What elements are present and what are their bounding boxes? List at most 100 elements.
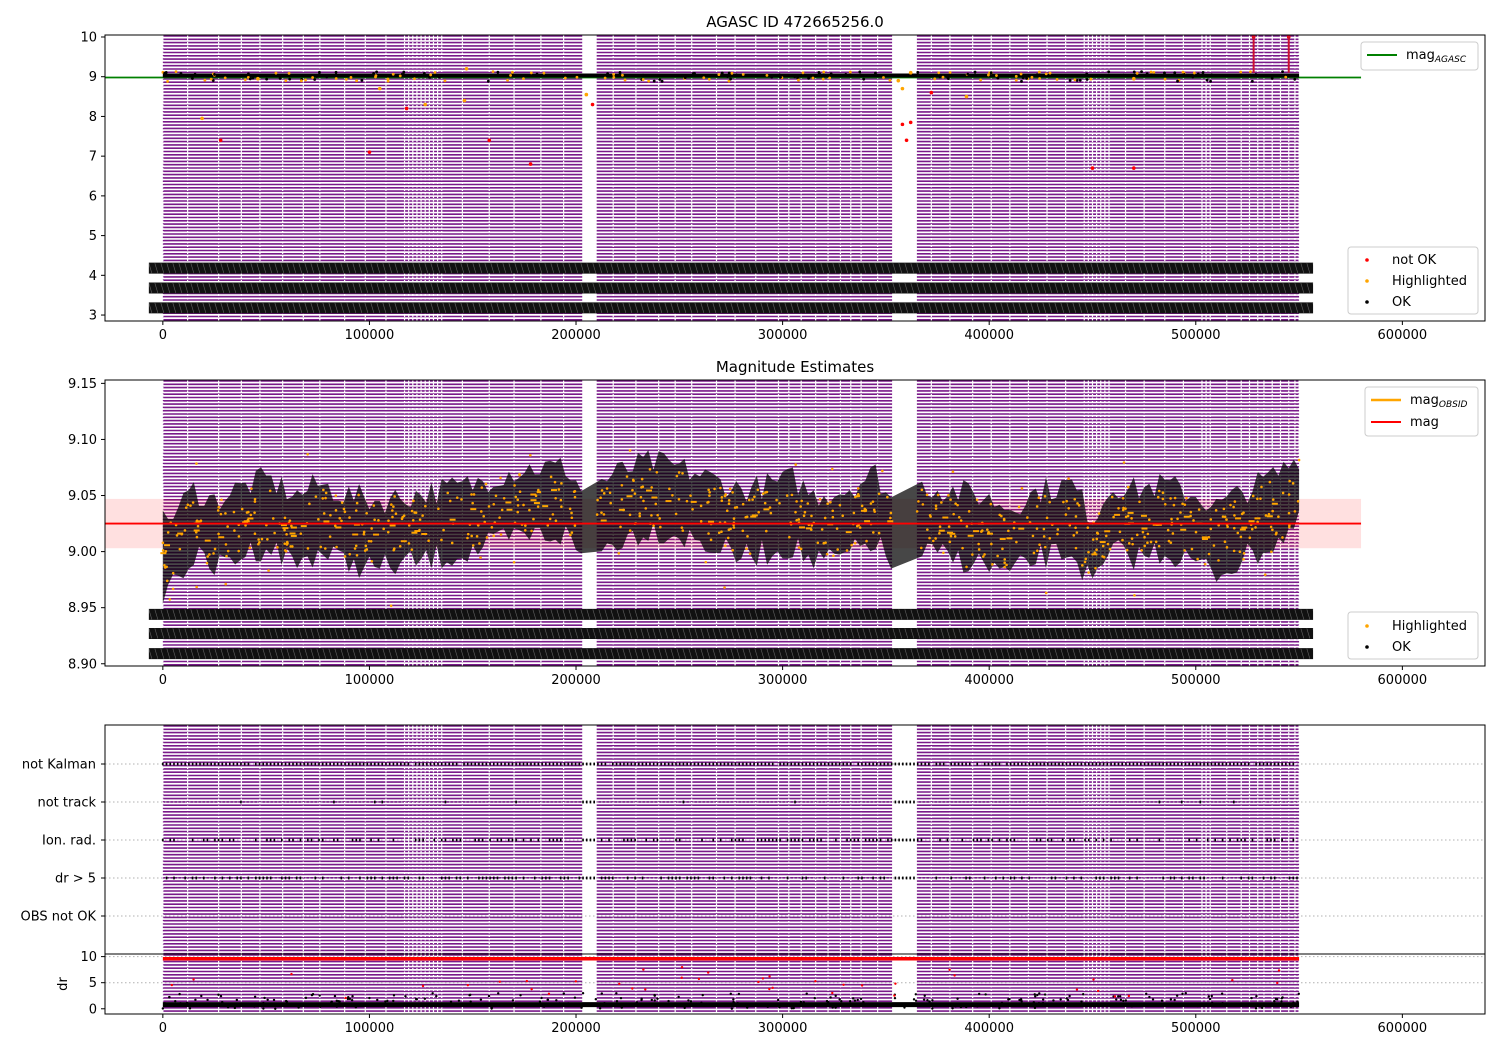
obsid-label-glyph (784, 609, 789, 620)
dr-ok-point (1221, 1001, 1224, 1005)
obsid-label-glyph (1006, 263, 1011, 274)
panel-agasc-legend-status[interactable]: not OK Highlighted OK (1347, 246, 1479, 315)
not-ok-point (218, 138, 223, 143)
obsid-label-glyph (862, 628, 867, 639)
flag-point (444, 800, 447, 804)
obsid-label-glyph (730, 628, 735, 639)
flag-point (1281, 762, 1283, 766)
obsid-label-glyph (886, 282, 891, 294)
panel-agasc-title: AGASC ID 472665256.0 (706, 13, 884, 31)
highlighted-point (856, 524, 859, 528)
highlighted-point (639, 495, 643, 499)
highlighted-point (389, 604, 393, 608)
flag-point (1095, 762, 1098, 766)
flag-point (1158, 762, 1161, 766)
obsid-label-glyph (166, 628, 171, 639)
dr-ok-point (1041, 1001, 1045, 1005)
dr-ok-point (1296, 1000, 1299, 1003)
panel-mag-legend-status[interactable]: Highlighted OK (1347, 611, 1479, 660)
flag-point (902, 838, 904, 842)
obsid-label-glyph (988, 609, 993, 620)
highlighted-point (306, 452, 309, 456)
flag-point (660, 762, 662, 766)
obsid-label-glyph (616, 648, 621, 659)
legend-swatch-ok (1365, 645, 1369, 649)
flag-point (522, 876, 525, 880)
obsid-label-glyph (208, 282, 213, 294)
dr-ok-point (580, 1006, 583, 1009)
obsid-label-glyph (700, 609, 705, 620)
dr-ok-point (838, 998, 841, 1001)
ok-point (973, 70, 977, 74)
highlighted-point (975, 498, 979, 502)
highlighted-point (631, 488, 634, 492)
flag-point (623, 762, 625, 766)
obsid-label-glyph (676, 302, 681, 313)
obsid-label-glyph (1012, 628, 1017, 639)
obsid-label-glyph (568, 648, 573, 659)
flag-point (295, 762, 298, 766)
highlighted-point (769, 511, 773, 515)
obsid-label-glyph (970, 282, 975, 294)
highlighted-point (168, 598, 172, 601)
obsid-label-glyph (1000, 282, 1005, 294)
flag-point (169, 838, 172, 842)
flag-point (463, 762, 465, 766)
highlighted-point (386, 530, 390, 534)
dr-ok-point (440, 1005, 443, 1008)
highlighted-point (638, 514, 642, 518)
panel-dr-axes: 0 100000 200000 300000 400000 500000 600000051… (80, 950, 1427, 1036)
dr-ok-point (805, 992, 808, 995)
obsid-label-glyph (742, 302, 747, 313)
flag-point (1050, 838, 1053, 842)
highlighted-point (401, 515, 404, 519)
flag-point (440, 762, 443, 766)
flag-point (1009, 876, 1012, 880)
flag-point (615, 762, 618, 766)
flag-point (961, 762, 964, 766)
obsid-label-glyph (220, 648, 225, 659)
flag-point (1244, 838, 1246, 842)
highlighted-point (249, 513, 253, 517)
dr-ok-point (226, 1006, 230, 1009)
dr-ok-point (1000, 1001, 1004, 1005)
highlighted-point (560, 505, 563, 509)
obsid-label-glyph (412, 302, 417, 313)
dr-ok-point (853, 999, 857, 1002)
dr-ok-point (1034, 995, 1037, 998)
ok-point (1122, 73, 1126, 77)
y-tick-label: 9 (89, 70, 97, 85)
highlighted-point (253, 497, 257, 501)
highlighted-point (479, 556, 482, 559)
highlighted-point (1242, 511, 1245, 514)
dr-ok-point (1052, 999, 1055, 1002)
obsid-label-glyph (526, 282, 531, 294)
obsid-label-glyph (718, 648, 723, 659)
panel-dr-plot-area (105, 954, 1485, 1014)
flag-point (1102, 876, 1105, 880)
highlighted-point (1189, 510, 1193, 514)
ok-point (618, 71, 622, 74)
panel-agasc-legend-mag-agasc[interactable]: magAGASC (1360, 41, 1479, 71)
obsid-label-glyph (1108, 609, 1113, 620)
highlighted-point (528, 508, 531, 512)
panel-mag-legend-lines[interactable]: magOBSID mag (1364, 386, 1479, 437)
obsid-label-glyph (1306, 302, 1311, 313)
flag-point (1043, 762, 1045, 766)
flag-point (1270, 876, 1272, 880)
obsid-label-glyph (430, 263, 435, 274)
obsid-label-glyph (958, 263, 963, 274)
flag-point (236, 762, 239, 766)
flag-point (589, 876, 592, 880)
highlighted-point (608, 491, 612, 495)
highlighted-point (342, 507, 346, 511)
obsid-label-glyph (154, 609, 159, 620)
obsid-label-glyph (310, 302, 315, 313)
highlighted-point (1133, 594, 1136, 597)
obsid-label-glyph (544, 609, 549, 620)
flag-point (321, 876, 324, 880)
highlighted-point (200, 116, 204, 121)
highlighted-point (1026, 516, 1029, 519)
obsid-label-glyph (196, 263, 201, 274)
